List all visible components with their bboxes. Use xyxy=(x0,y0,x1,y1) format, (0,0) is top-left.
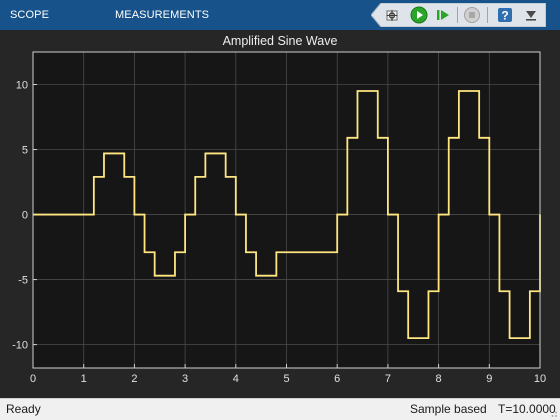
x-tick-label: 1 xyxy=(81,373,87,385)
x-tick-label: 3 xyxy=(182,373,188,385)
tab-measurements[interactable]: MEASUREMENTS xyxy=(115,9,210,21)
svg-text:?: ? xyxy=(501,9,508,23)
x-tick-label: 2 xyxy=(131,373,137,385)
chart-title: Amplified Sine Wave xyxy=(222,34,338,48)
status-mode: Sample based xyxy=(410,402,487,416)
step-forward-icon xyxy=(437,10,449,20)
run-icon xyxy=(410,6,428,24)
status-bar: Ready Sample based T=10.0000 xyxy=(0,398,560,420)
x-tick-label: 4 xyxy=(233,373,239,385)
status-time: T=10.0000 xyxy=(498,402,556,416)
toolbar-divider xyxy=(487,7,488,23)
x-tick-label: 6 xyxy=(334,373,340,385)
dock-button[interactable] xyxy=(519,3,543,27)
plot-frame xyxy=(32,51,541,369)
highlight-block-icon xyxy=(386,10,398,21)
x-tick-label: 7 xyxy=(385,373,391,385)
y-tick-label: 0 xyxy=(22,210,28,222)
help-icon: ? xyxy=(498,8,512,23)
simulation-controls: ? xyxy=(371,3,546,27)
y-tick-label: 5 xyxy=(22,145,28,157)
y-tick-label: -10 xyxy=(12,340,28,352)
amplified-sine-chart: 0 1 2 3 4 5 6 7 8 9 10 -10 -5 0 5 10 xyxy=(12,51,546,385)
y-tick-label: 10 xyxy=(16,80,28,92)
dock-icon xyxy=(526,11,536,21)
scope-toolstrip: SCOPE MEASUREMENTS xyxy=(0,0,560,30)
stop-icon xyxy=(464,7,480,23)
help-button[interactable]: ? xyxy=(493,3,517,27)
x-tick-label: 0 xyxy=(30,373,36,385)
tab-scope[interactable]: SCOPE xyxy=(10,9,50,21)
x-tick-label: 5 xyxy=(283,373,289,385)
status-ready: Ready xyxy=(6,402,41,416)
stop-button[interactable] xyxy=(460,3,484,27)
toolbar-divider xyxy=(457,7,458,23)
resize-grip-icon[interactable] xyxy=(548,408,558,418)
y-tick-label: -5 xyxy=(18,275,28,287)
x-tick-label: 8 xyxy=(436,373,442,385)
x-tick-label: 9 xyxy=(486,373,492,385)
run-button[interactable] xyxy=(407,3,431,27)
step-forward-button[interactable] xyxy=(431,3,455,27)
x-tick-label: 10 xyxy=(534,373,546,385)
highlight-block-button[interactable] xyxy=(381,3,405,27)
signal-line xyxy=(33,90,541,339)
